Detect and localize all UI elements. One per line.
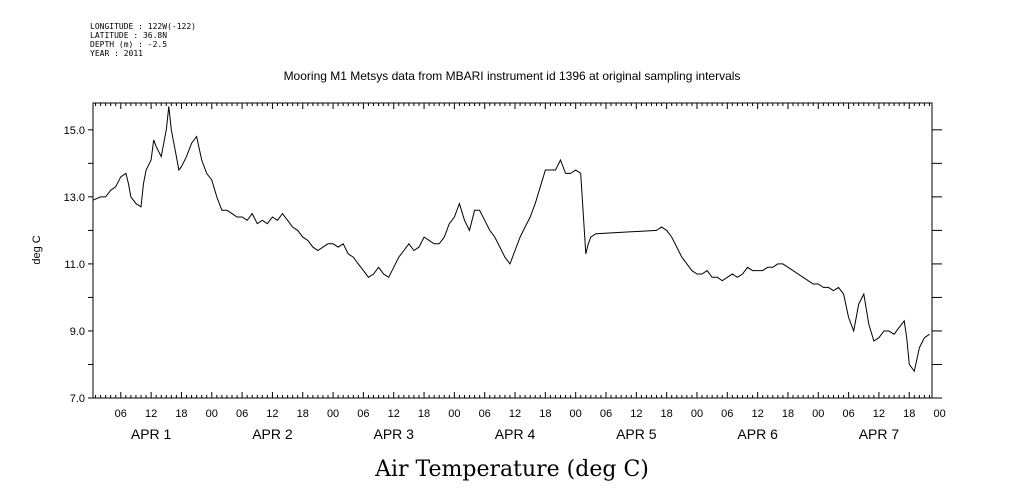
x-hour-tick-label: 12 (873, 408, 885, 420)
x-hour-tick-label: 00 (691, 408, 703, 420)
x-day-label: APR 1 (131, 426, 172, 442)
x-hour-tick-label: 06 (842, 408, 854, 420)
x-hour-tick-label: 00 (327, 408, 339, 420)
x-hour-tick-label: 00 (448, 408, 460, 420)
x-hour-tick-label: 00 (812, 408, 824, 420)
year-text: YEAR : 2011 (90, 49, 143, 58)
x-hour-tick-label: 18 (175, 408, 187, 420)
x-hour-tick-label: 06 (600, 408, 612, 420)
y-tick-label: 7.0 (70, 393, 85, 405)
x-hour-tick-label: 12 (630, 408, 642, 420)
x-hour-tick-label: 12 (388, 408, 400, 420)
depth-text: DEPTH (m) : -2.5 (90, 40, 167, 49)
x-hour-tick-label: 00 (206, 408, 218, 420)
x-day-label: APR 7 (859, 426, 900, 442)
x-hour-tick-label: 12 (752, 408, 764, 420)
y-tick-label: 9.0 (70, 326, 85, 338)
x-hour-tick-label: 12 (145, 408, 157, 420)
x-hour-tick-label: 18 (539, 408, 551, 420)
x-hour-tick-label: 18 (661, 408, 673, 420)
y-tick-label: 11.0 (64, 259, 85, 271)
x-day-label: APR 4 (495, 426, 536, 442)
x-axis-label: Air Temperature (deg C) (374, 457, 649, 482)
y-axis-label: deg C (31, 235, 43, 264)
x-day-label: APR 6 (737, 426, 778, 442)
longitude-text: LONGITUDE : 122W(-122) (90, 22, 196, 31)
x-day-label: APR 2 (252, 426, 293, 442)
x-hour-tick-label: 18 (418, 408, 430, 420)
x-hour-tick-label: 18 (903, 408, 915, 420)
x-hour-tick-label: 00 (570, 408, 582, 420)
x-hour-tick-label: 06 (115, 408, 127, 420)
x-day-label: APR 3 (373, 426, 414, 442)
x-hour-tick-label: 06 (357, 408, 369, 420)
plot-frame (92, 102, 933, 399)
x-hour-tick-label: 18 (297, 408, 309, 420)
labels-layer: 06 12 18 00 06 12 18 00 06 12 18 00 06 12 18 00 06 12 18 00… (64, 125, 946, 442)
x-hour-tick-label: 06 (236, 408, 248, 420)
x-hour-tick-label: 18 (782, 408, 794, 420)
temperature-series-line (92, 106, 930, 373)
x-hour-tick-label: 06 (721, 408, 733, 420)
x-hour-tick-label: 00 (933, 408, 945, 420)
x-hour-tick-label: 12 (266, 408, 278, 420)
latitude-text: LATITUDE : 36.8N (90, 31, 167, 40)
ticks-layer (88, 103, 942, 399)
chart-title: Mooring M1 Metsys data from MBARI instru… (284, 69, 741, 83)
y-tick-label: 13.0 (64, 192, 85, 204)
x-hour-tick-label: 12 (509, 408, 521, 420)
x-day-label: APR 5 (616, 426, 657, 442)
y-tick-label: 15.0 (64, 125, 85, 137)
x-hour-tick-label: 06 (479, 408, 491, 420)
